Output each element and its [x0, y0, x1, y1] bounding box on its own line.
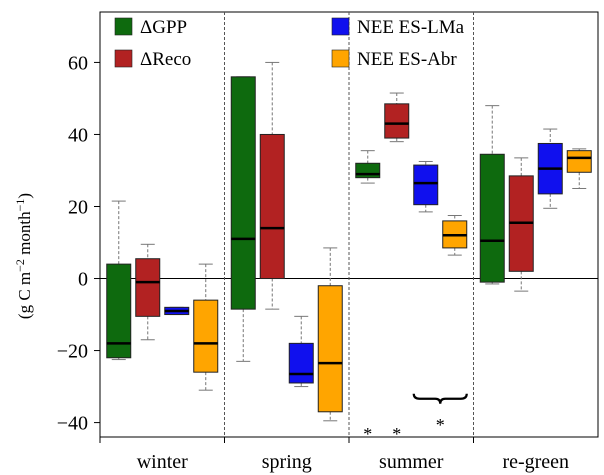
legend-item: NEE ES-LMa — [331, 17, 465, 38]
box-body — [193, 299, 219, 373]
legend: ΔGPP ΔReco NEE ES-LMa NEE ES-Abr — [114, 17, 465, 70]
box-re-green-1 — [508, 157, 534, 292]
legend-label: ΔReco — [140, 49, 191, 70]
box-body — [259, 133, 285, 280]
box-re-green-3 — [566, 148, 592, 189]
box-body — [317, 285, 343, 413]
legend-swatch — [331, 49, 350, 68]
box-re-green-2 — [537, 128, 563, 209]
annotations: * * * — [363, 393, 468, 444]
box-body — [288, 342, 314, 384]
season-dividers — [224, 12, 474, 437]
y-tick-label: −20 — [57, 341, 88, 363]
significance-asterisk: * — [392, 424, 401, 444]
box-winter-2 — [164, 306, 190, 316]
legend-item: ΔGPP — [114, 17, 187, 38]
box-spring-2 — [288, 315, 314, 388]
box-summer-1 — [384, 92, 410, 143]
box-body — [355, 162, 381, 179]
y-tick-label: 40 — [68, 124, 88, 146]
y-axis-ticks: −40 −20 0 20 40 60 — [57, 52, 100, 435]
legend-label: NEE ES-Abr — [357, 49, 457, 70]
box-body — [479, 153, 505, 283]
y-tick-label: 60 — [68, 52, 88, 74]
box-summer-3 — [442, 214, 468, 256]
box-spring-1 — [259, 61, 285, 310]
x-axis-categories: winter spring summer re-green — [99, 437, 569, 473]
box-winter-3 — [193, 263, 219, 391]
y-tick-label: 20 — [68, 196, 88, 218]
y-tick-label: −40 — [57, 413, 88, 435]
box-winter-1 — [135, 243, 161, 341]
box-spring-3 — [317, 247, 343, 422]
x-category-label: spring — [262, 451, 312, 473]
y-axis-label: (g C m−2 month−1) — [13, 193, 34, 319]
legend-item: ΔReco — [114, 49, 191, 70]
box-summer-0 — [355, 150, 381, 184]
box-body — [566, 150, 592, 173]
significance-bracket — [412, 393, 468, 404]
box-body — [230, 76, 256, 310]
x-category-label: winter — [137, 451, 188, 473]
box-spring-0 — [230, 76, 256, 362]
box-body — [413, 164, 439, 206]
significance-asterisk: * — [436, 415, 445, 435]
legend-swatch — [114, 17, 133, 36]
y-tick-label: 0 — [78, 269, 88, 291]
box-series — [106, 61, 592, 422]
legend-label: NEE ES-LMa — [357, 17, 465, 38]
box-summer-2 — [413, 160, 439, 213]
box-winter-0 — [106, 200, 132, 361]
box-body — [135, 258, 161, 317]
legend-item: NEE ES-Abr — [331, 49, 457, 70]
legend-swatch — [114, 49, 133, 68]
legend-label: ΔGPP — [140, 17, 187, 38]
legend-swatch — [331, 17, 350, 36]
x-category-label: summer — [379, 451, 444, 473]
box-re-green-0 — [479, 105, 505, 285]
significance-asterisk: * — [363, 424, 372, 444]
x-category-label: re-green — [502, 451, 569, 473]
box-body — [384, 103, 410, 139]
